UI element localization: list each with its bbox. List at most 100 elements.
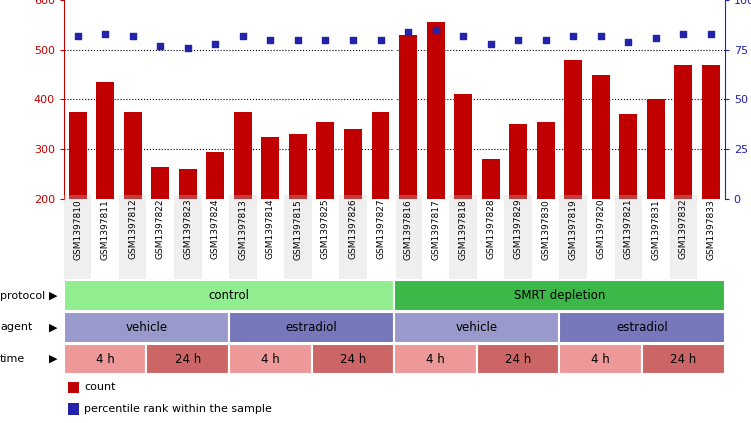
Text: GSM1397831: GSM1397831 (651, 199, 660, 260)
Text: GSM1397821: GSM1397821 (624, 199, 633, 259)
Point (264, 36, 276, 43)
Bar (234, 112, 252, 298)
Text: ▶: ▶ (49, 291, 57, 301)
Bar (559, 312, 725, 343)
Text: vehicle: vehicle (125, 321, 167, 334)
Bar (614, 195, 642, 279)
Point (375, 36, 387, 43)
Text: GSM1397816: GSM1397816 (403, 199, 412, 260)
Point (677, 30, 689, 37)
Text: GSM1397828: GSM1397828 (486, 199, 495, 259)
Bar (312, 344, 394, 374)
Point (210, 40, 222, 47)
Bar (559, 344, 642, 374)
Bar (339, 195, 366, 279)
Bar (481, 159, 499, 298)
Point (567, 33, 579, 39)
Text: estradiol: estradiol (617, 321, 668, 334)
Text: GSM1397824: GSM1397824 (211, 199, 220, 259)
Bar (564, 60, 582, 298)
Bar (505, 195, 532, 279)
Text: protocol: protocol (0, 291, 45, 301)
Point (237, 33, 249, 39)
Point (319, 36, 331, 43)
Text: agent: agent (0, 322, 32, 332)
Point (540, 36, 552, 43)
Bar (509, 124, 527, 298)
Point (127, 33, 139, 39)
Bar (477, 344, 559, 374)
Text: GSM1397823: GSM1397823 (183, 199, 192, 259)
Bar (592, 74, 610, 298)
Bar (449, 195, 477, 279)
Text: GSM1397829: GSM1397829 (514, 199, 523, 259)
Text: count: count (85, 382, 116, 393)
Bar (284, 195, 312, 279)
Text: GSM1397822: GSM1397822 (155, 199, 164, 259)
Text: 24 h: 24 h (505, 353, 531, 365)
Bar (119, 195, 146, 279)
Bar (229, 195, 257, 279)
Text: 4 h: 4 h (427, 353, 445, 365)
Bar (399, 35, 417, 298)
Bar (64, 195, 92, 279)
Bar (229, 344, 312, 374)
Bar (674, 65, 692, 298)
Bar (620, 114, 638, 298)
Point (457, 33, 469, 39)
Text: GSM1397820: GSM1397820 (596, 199, 605, 259)
Point (595, 33, 607, 39)
Text: GSM1397815: GSM1397815 (294, 199, 303, 260)
Text: GSM1397832: GSM1397832 (679, 199, 688, 259)
Point (512, 36, 524, 43)
Text: GSM1397830: GSM1397830 (541, 199, 550, 260)
Text: GSM1397810: GSM1397810 (73, 199, 82, 260)
Bar (559, 195, 587, 279)
Text: 4 h: 4 h (261, 353, 279, 365)
Point (71, 33, 83, 39)
Text: GSM1397812: GSM1397812 (128, 199, 137, 259)
Bar (289, 134, 307, 298)
Bar (394, 312, 559, 343)
Point (292, 36, 304, 43)
Bar (124, 112, 142, 298)
Text: time: time (0, 354, 26, 364)
Bar (702, 65, 720, 298)
Bar (394, 195, 422, 279)
Bar (394, 344, 477, 374)
Point (182, 44, 194, 51)
Text: ▶: ▶ (49, 322, 57, 332)
Point (650, 34, 662, 41)
Bar (454, 94, 472, 298)
Point (347, 36, 359, 43)
Bar (68, 112, 86, 298)
Point (484, 40, 496, 47)
Text: control: control (209, 289, 249, 302)
Bar (316, 122, 334, 298)
Bar (670, 195, 697, 279)
Point (705, 30, 717, 37)
Text: estradiol: estradiol (286, 321, 337, 334)
Text: GSM1397817: GSM1397817 (431, 199, 440, 260)
Text: GSM1397813: GSM1397813 (238, 199, 247, 260)
Point (430, 27, 442, 33)
Point (99, 30, 111, 37)
Bar (344, 129, 362, 298)
Text: GSM1397825: GSM1397825 (321, 199, 330, 259)
Text: vehicle: vehicle (456, 321, 498, 334)
Text: GSM1397826: GSM1397826 (348, 199, 357, 259)
Bar (207, 151, 225, 298)
Text: GSM1397814: GSM1397814 (266, 199, 275, 259)
Bar (642, 344, 725, 374)
Bar (64, 280, 394, 311)
Bar (68, 382, 79, 393)
Text: 24 h: 24 h (175, 353, 201, 365)
Bar (96, 82, 114, 298)
Bar (229, 312, 394, 343)
Text: 24 h: 24 h (671, 353, 696, 365)
Point (402, 28, 414, 35)
Text: GSM1397819: GSM1397819 (569, 199, 578, 260)
Text: SMRT depletion: SMRT depletion (514, 289, 605, 302)
Text: 4 h: 4 h (96, 353, 114, 365)
Bar (394, 280, 725, 311)
